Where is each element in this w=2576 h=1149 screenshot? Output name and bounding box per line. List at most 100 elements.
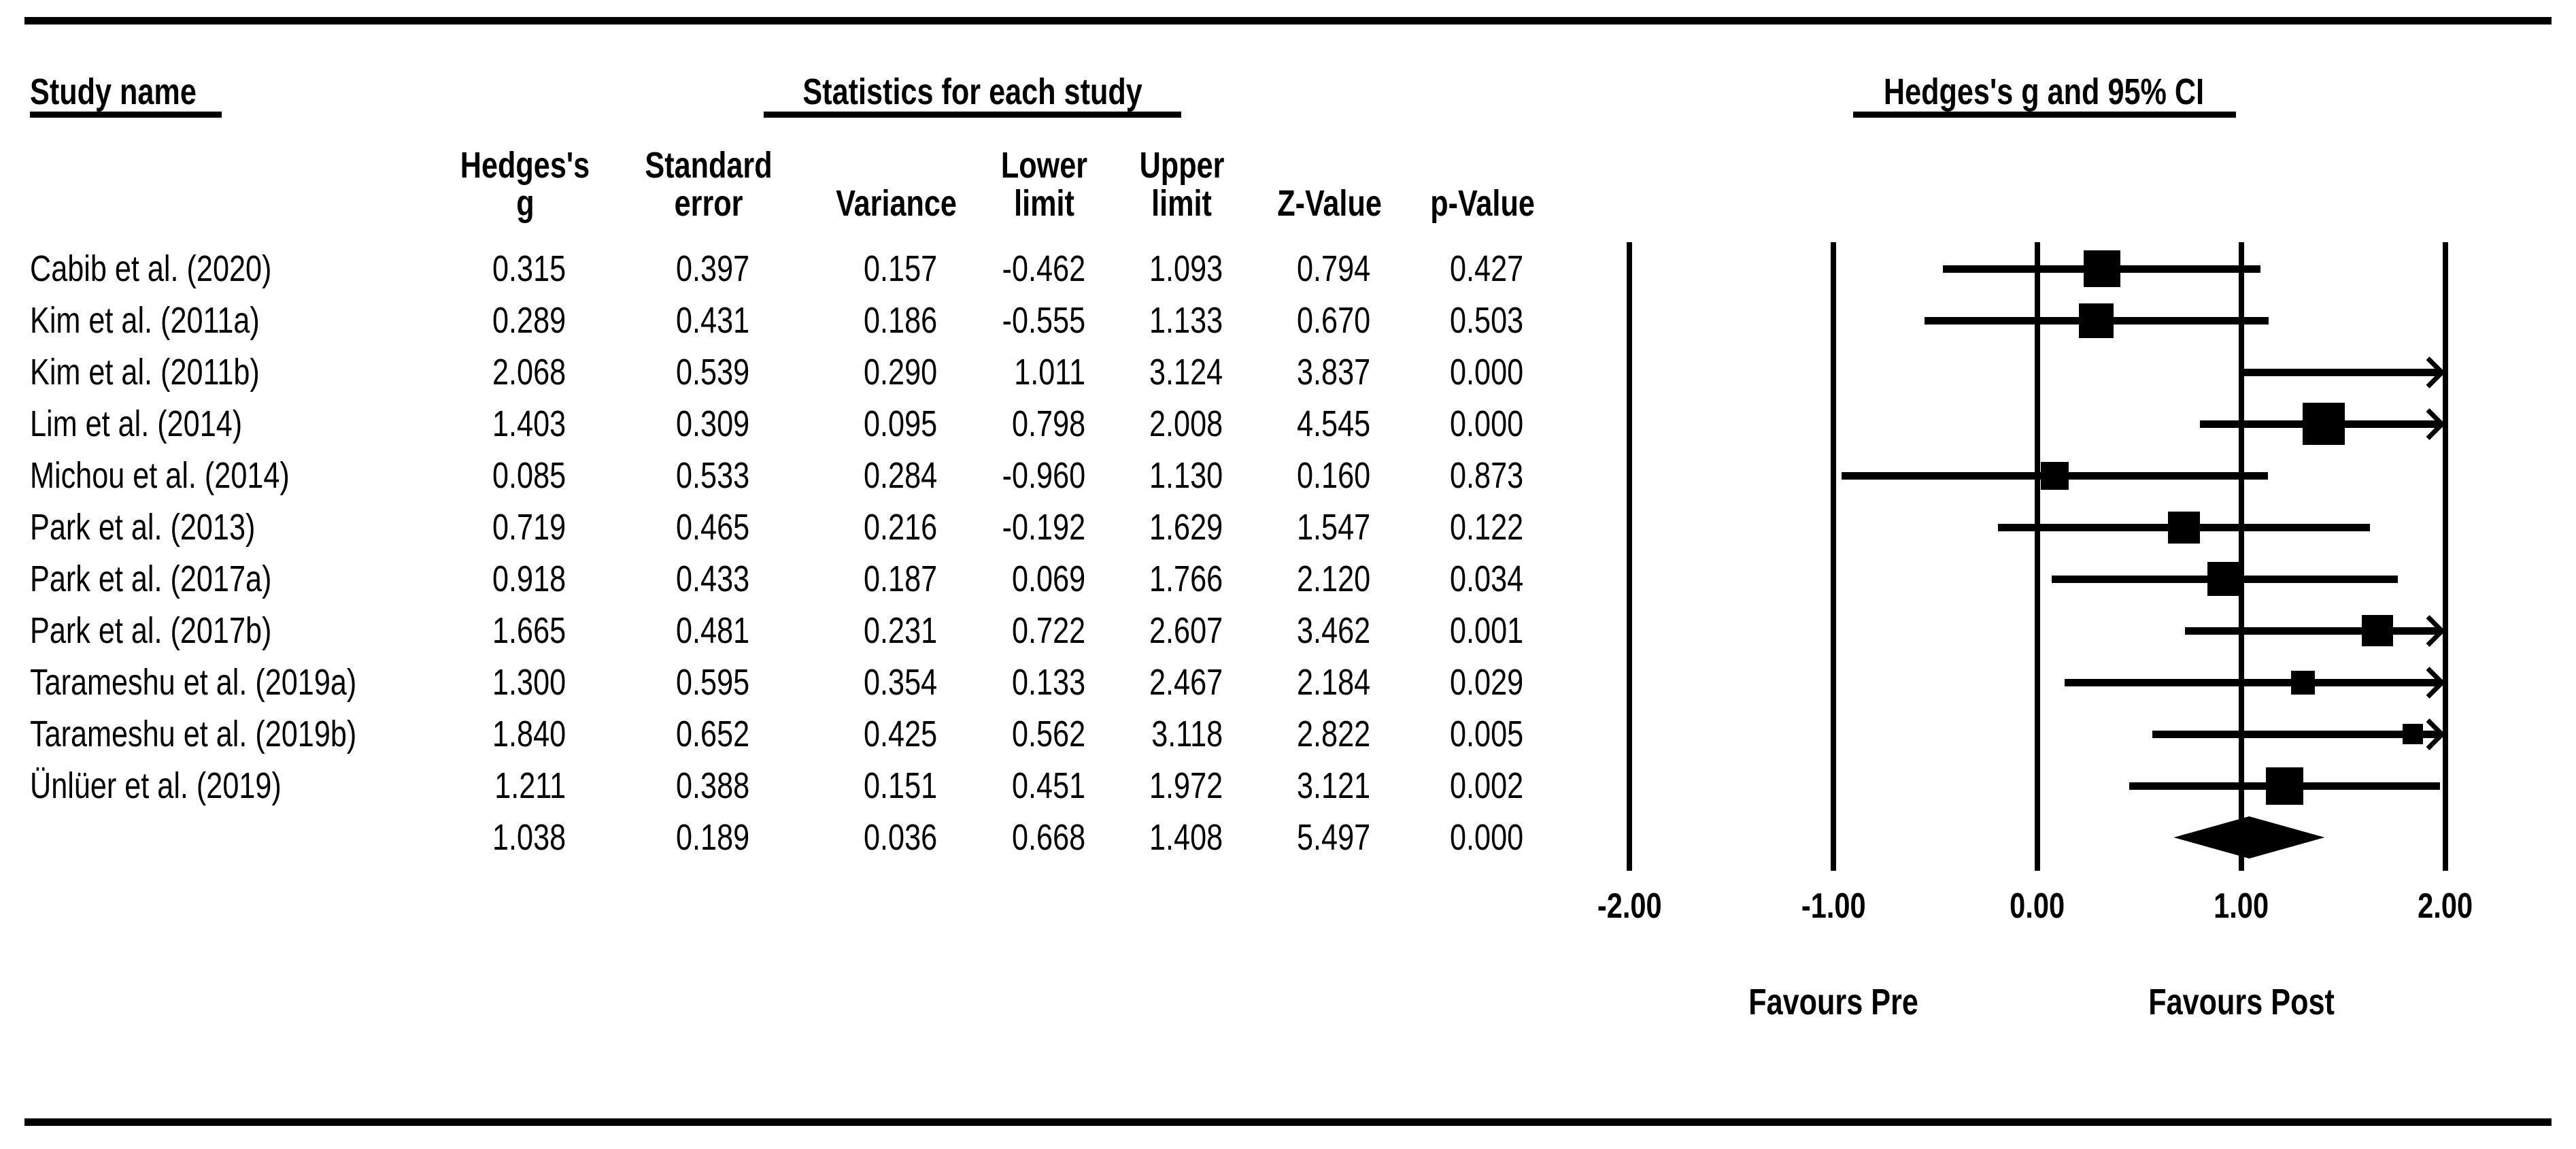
effect-size-square [2302, 403, 2345, 445]
stat-value: 1.211 [494, 765, 566, 806]
stat-value: 0.433 [675, 559, 749, 599]
stat-value: 2.607 [1149, 610, 1223, 651]
study-name: Michou et al. (2014) [30, 455, 290, 496]
stat-value: 2.467 [1149, 662, 1223, 703]
stat-value: 0.000 [1449, 817, 1523, 858]
study-name: Cabib et al. (2020) [30, 248, 272, 289]
stat-value: -0.960 [1002, 455, 1086, 496]
stat-value: 0.001 [1449, 610, 1523, 651]
stat-value: 1.547 [1296, 507, 1370, 548]
column-header: p-Value [1430, 183, 1535, 224]
stat-value: 2.068 [492, 352, 566, 393]
stat-value: 0.034 [1449, 559, 1523, 599]
effect-size-square [2079, 303, 2114, 338]
study-name: Kim et al. (2011b) [30, 352, 260, 393]
stat-value: 0.000 [1449, 352, 1523, 393]
stat-value: 2.120 [1296, 559, 1370, 599]
stat-value: 1.300 [492, 662, 566, 703]
stats-title: Statistics for each study [802, 71, 1142, 112]
stat-value: 3.462 [1296, 610, 1370, 651]
stat-value: 1.011 [1014, 352, 1085, 393]
stat-value: 4.545 [1296, 403, 1370, 444]
stat-value: 0.095 [863, 403, 937, 444]
stat-value: 0.465 [675, 507, 749, 548]
stat-value: 0.668 [1011, 817, 1085, 858]
effect-size-square [2041, 461, 2069, 490]
column-header: Upper [1139, 145, 1225, 186]
stat-value: 3.837 [1296, 352, 1370, 393]
effect-size-square [2083, 250, 2120, 287]
effect-size-square [2361, 615, 2393, 646]
axis-reference-line [2443, 242, 2448, 871]
stat-value: 1.093 [1149, 248, 1223, 289]
bottom-rule [24, 1118, 2552, 1126]
stat-value: 0.425 [863, 714, 937, 754]
stat-value: 0.873 [1449, 455, 1523, 496]
stat-value: 3.121 [1296, 765, 1370, 806]
ci-arrow-right-icon [2413, 356, 2445, 388]
stat-value: 0.533 [675, 455, 749, 496]
stat-value: 1.840 [492, 714, 566, 754]
confidence-interval-line [2064, 679, 2441, 686]
stat-value: 1.408 [1149, 817, 1223, 858]
column-header: error [674, 183, 743, 224]
stat-value: 3.118 [1151, 714, 1223, 754]
axis-tick-label: 1.00 [2214, 886, 2269, 926]
stat-value: 0.652 [675, 714, 749, 754]
stat-value: -0.192 [1002, 507, 1086, 548]
stat-value: 0.069 [1011, 559, 1085, 599]
study-name: Tarameshu et al. (2019a) [30, 662, 357, 703]
column-header: Variance [836, 183, 957, 224]
stat-value: 2.184 [1296, 662, 1370, 703]
effect-size-square [2403, 724, 2423, 744]
stat-value: 0.036 [863, 817, 937, 858]
stat-value: 0.151 [863, 765, 937, 806]
study-name: Lim et al. (2014) [30, 403, 243, 444]
stat-value: 0.451 [1011, 765, 1085, 806]
stat-value: 0.722 [1011, 610, 1085, 651]
stat-value: 2.008 [1149, 403, 1223, 444]
stat-value: 1.403 [492, 403, 566, 444]
axis-tick-label: 2.00 [2418, 886, 2473, 926]
axis-reference-line [1831, 242, 1836, 871]
stats-title-underline [764, 112, 1181, 118]
stat-value: 0.000 [1449, 403, 1523, 444]
stat-value: 0.005 [1449, 714, 1523, 754]
stat-value: 0.157 [863, 248, 937, 289]
stat-value: -0.462 [1002, 248, 1086, 289]
column-header: Lower [1001, 145, 1088, 186]
stat-value: 1.038 [492, 817, 566, 858]
ci-arrow-right-icon [2413, 408, 2445, 440]
confidence-interval-line [2184, 627, 2441, 635]
study-name-title: Study name [30, 71, 197, 112]
favours-pre-label: Favours Pre [1748, 982, 1918, 1022]
study-name: Park et al. (2017a) [30, 559, 272, 599]
stat-value: 0.794 [1296, 248, 1370, 289]
stat-value: 0.187 [863, 559, 937, 599]
stat-value: 0.029 [1449, 662, 1523, 703]
study-name-underline [30, 112, 222, 118]
stat-value: 0.670 [1296, 300, 1370, 341]
stat-value: 0.562 [1011, 714, 1085, 754]
stat-value: 0.539 [675, 352, 749, 393]
column-header: g [515, 183, 535, 224]
stat-value: 0.289 [492, 300, 566, 341]
ci-arrow-right-icon [2413, 667, 2445, 699]
stat-value: 2.822 [1296, 714, 1370, 754]
stat-value: 3.124 [1149, 352, 1223, 393]
overall-diamond [2173, 816, 2325, 859]
stat-value: 5.497 [1296, 817, 1370, 858]
stat-value: 0.284 [863, 455, 937, 496]
stat-value: 1.766 [1149, 559, 1223, 599]
stat-value: 1.665 [492, 610, 566, 651]
plot-title-underline [1853, 112, 2236, 118]
confidence-interval-line [2243, 369, 2441, 376]
stat-value: 0.427 [1449, 248, 1523, 289]
effect-size-square [2168, 511, 2201, 544]
effect-size-square [2265, 767, 2303, 805]
stat-value: 0.002 [1449, 765, 1523, 806]
column-header: limit [1151, 183, 1213, 224]
stat-value: 0.216 [863, 507, 937, 548]
stat-value: 0.231 [863, 610, 937, 651]
stat-value: 0.719 [492, 507, 566, 548]
